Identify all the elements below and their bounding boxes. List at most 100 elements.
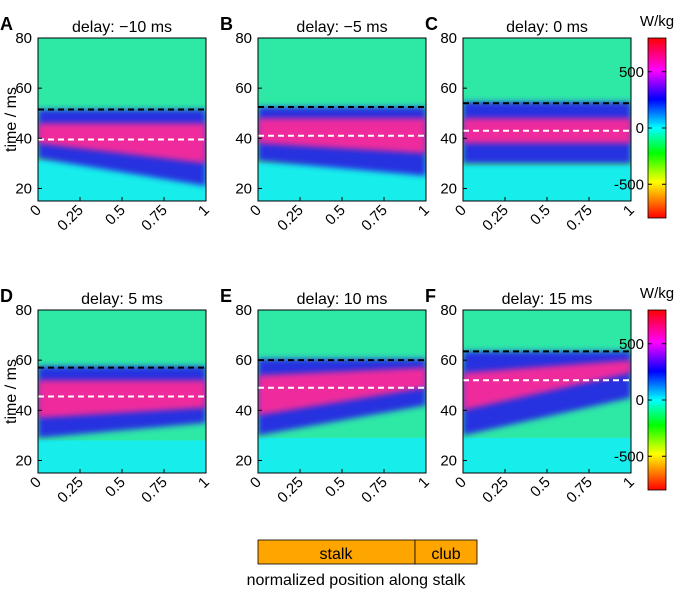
panel-letter: F (425, 286, 436, 306)
x-tick-label: 1 (620, 474, 638, 492)
y-tick-label: 40 (235, 130, 252, 147)
x-tick-label: 0.75 (563, 202, 596, 235)
heatmap-area (38, 38, 206, 201)
lower-field (258, 437, 426, 473)
colorbar-tick-label: -500 (614, 448, 644, 465)
panel-title: delay: 15 ms (502, 291, 593, 308)
x-tick-label: 0.75 (138, 202, 171, 235)
panel-title: delay: 5 ms (81, 291, 163, 308)
y-tick-label: 40 (440, 130, 457, 147)
y-tick-label: 60 (440, 352, 457, 369)
heatmap-area (463, 38, 631, 201)
y-tick-label: 20 (440, 452, 457, 469)
y-tick-label: 80 (235, 30, 252, 47)
positive-band (38, 380, 206, 418)
position-legend: stalk club normalized position along sta… (247, 539, 478, 589)
x-tick-label: 1 (415, 202, 433, 220)
x-tick-label: 0.25 (479, 202, 512, 235)
x-tick-label: 0.75 (358, 474, 391, 507)
y-tick-label: 40 (235, 402, 252, 419)
y-tick-label: 60 (15, 80, 32, 97)
y-tick-label: 80 (235, 302, 252, 319)
lower-field (38, 440, 206, 473)
y-tick-label: 20 (15, 452, 32, 469)
x-tick-label: 0.5 (102, 474, 129, 501)
heatmap-area (258, 310, 426, 473)
x-tick-label: 0.5 (527, 202, 554, 229)
x-tick-label: 0.5 (102, 202, 129, 229)
lower-field (463, 165, 631, 201)
heatmap-area (38, 310, 206, 473)
x-tick-label: 0.5 (527, 474, 554, 501)
colorbar-tick-label: 0 (636, 120, 644, 137)
x-tick-label: 0.75 (563, 474, 596, 507)
panel-title: delay: 0 ms (506, 19, 588, 36)
positive-band (258, 367, 426, 416)
y-tick-label: 40 (15, 130, 32, 147)
panel-f: 20 40 60 80 0 0.25 0.5 0.75 1 delay: 15 ms F (425, 286, 638, 506)
panel-letter: E (220, 286, 232, 306)
x-tick-label: 0.25 (479, 474, 512, 507)
club-label: club (431, 546, 460, 563)
panel-c: 20 40 60 80 0 0.25 0.5 0.75 1 delay: 0 ms C (425, 14, 638, 234)
x-tick-label: 1 (415, 474, 433, 492)
lower-field (463, 437, 631, 473)
panel-b: 20 40 60 80 0 0.25 0.5 0.75 1 delay: −5 ms B (220, 14, 433, 234)
colorbar-tick-label: 500 (619, 64, 644, 81)
y-axis-label: time / ms (3, 359, 20, 424)
x-tick-label: 0 (27, 202, 45, 220)
panel-title: delay: −5 ms (296, 19, 387, 36)
y-tick-label: 20 (235, 452, 252, 469)
y-tick-label: 20 (15, 180, 32, 197)
y-tick-label: 80 (440, 302, 457, 319)
colorbar: W/kg 500 0 -500 (614, 285, 674, 491)
stalk-label: stalk (320, 546, 354, 563)
y-tick-label: 60 (235, 80, 252, 97)
y-tick-label: 20 (440, 180, 457, 197)
colorbar-tick-label: 0 (636, 392, 644, 409)
panels: 20 40 60 80 0 0.25 0.5 0.75 1 delay: −10 ms Atime … (0, 14, 638, 506)
y-tick-label: 60 (15, 352, 32, 369)
panel-letter: D (0, 286, 13, 306)
x-tick-label: 0.25 (274, 474, 307, 507)
panel-letter: B (220, 14, 233, 34)
stalk-segment (257, 539, 416, 565)
y-tick-label: 80 (15, 302, 32, 319)
y-axis-label: time / ms (3, 87, 20, 152)
colorbar-unit: W/kg (640, 285, 674, 302)
x-tick-label: 0.75 (358, 202, 391, 235)
x-tick-label: 0 (27, 474, 45, 492)
heatmap-area (258, 38, 426, 201)
x-axis-label: normalized position along stalk (247, 572, 467, 589)
colorbar-tick-label: -500 (614, 176, 644, 193)
x-tick-label: 0 (247, 474, 265, 492)
x-tick-label: 0.75 (138, 474, 171, 507)
colorbar-tick-label: 500 (619, 336, 644, 353)
x-tick-label: 1 (195, 474, 213, 492)
panel-e: 20 40 60 80 0 0.25 0.5 0.75 1 delay: 10 ms E (220, 286, 433, 506)
colorbar-unit: W/kg (640, 13, 674, 30)
x-tick-label: 0.5 (322, 474, 349, 501)
x-tick-label: 0.5 (322, 202, 349, 229)
colorbars: W/kg 500 0 -500 W/kg 500 0 -500 (614, 13, 674, 491)
y-tick-label: 60 (440, 80, 457, 97)
colorbar: W/kg 500 0 -500 (614, 13, 674, 219)
panel-letter: C (425, 14, 438, 34)
x-tick-label: 0 (452, 474, 470, 492)
panel-title: delay: 10 ms (297, 291, 388, 308)
y-tick-label: 20 (235, 180, 252, 197)
panel-a: 20 40 60 80 0 0.25 0.5 0.75 1 delay: −10 ms Atime … (0, 14, 213, 234)
positive-band (38, 123, 206, 164)
y-tick-label: 40 (15, 402, 32, 419)
heatmap-area (463, 310, 631, 473)
x-tick-label: 0 (452, 202, 470, 220)
positive-band (463, 360, 631, 411)
x-tick-label: 0.25 (54, 474, 87, 507)
club-segment (414, 539, 478, 565)
y-tick-label: 40 (440, 402, 457, 419)
panel-title: delay: −10 ms (72, 19, 172, 36)
x-tick-label: 0.25 (54, 202, 87, 235)
x-tick-label: 1 (195, 202, 213, 220)
x-tick-label: 0.25 (274, 202, 307, 235)
